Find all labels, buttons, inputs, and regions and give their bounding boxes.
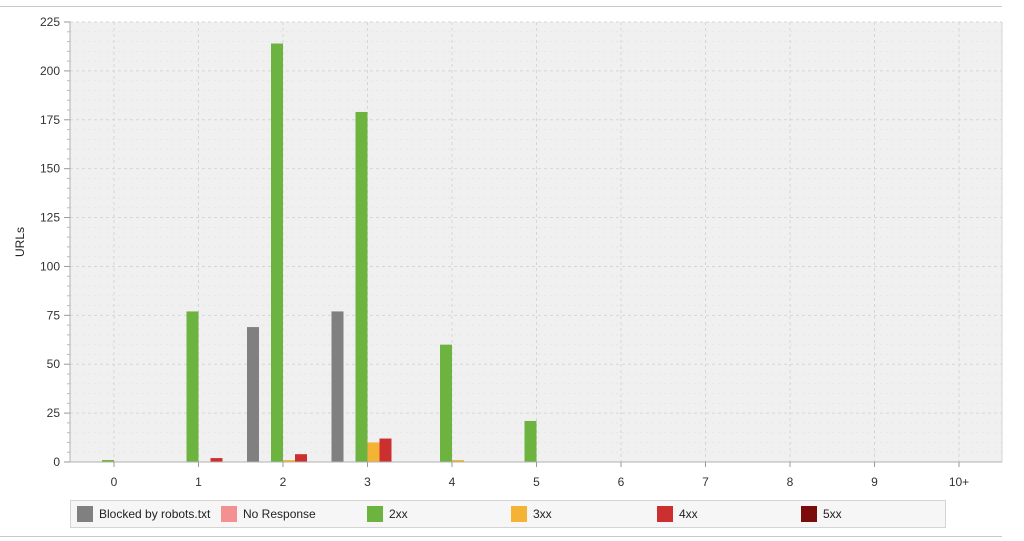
legend-label: No Response [243,507,316,521]
legend-label: 5xx [823,507,842,521]
legend-label: Blocked by robots.txt [99,507,211,521]
y-tick-label: 25 [47,406,61,420]
bar-3xx-2[interactable] [283,460,295,462]
legend-label: 4xx [679,507,698,521]
bar-4xx-3[interactable] [379,438,392,462]
legend-swatch [801,506,817,522]
y-tick-label: 100 [40,259,60,273]
bar-4xx-2[interactable] [295,454,307,462]
bar-blocked-by-robots-txt-2[interactable] [247,327,259,462]
y-tick-label: 0 [53,455,60,469]
bar-2xx-5[interactable] [524,420,537,462]
x-tick-label: 5 [533,475,540,489]
bar-blocked-by-robots-txt-3[interactable] [331,311,344,462]
y-tick-label: 150 [40,162,60,176]
legend-item-4xx[interactable]: 4xx [657,501,698,527]
legend-swatch [511,506,527,522]
legend-item-blocked-by-robots-txt[interactable]: Blocked by robots.txt [77,501,210,527]
bar-4xx-1[interactable] [210,458,223,462]
bottom-divider [0,536,1002,537]
legend-swatch [221,506,237,522]
x-tick-label: 8 [787,475,794,489]
bar-2xx-1[interactable] [186,311,199,462]
x-tick-label: 10+ [949,475,969,489]
legend-item-3xx[interactable]: 3xx [511,501,552,527]
bar-3xx-4[interactable] [452,460,464,462]
legend-item-5xx[interactable]: 5xx [801,501,842,527]
legend-label: 2xx [389,507,408,521]
bar-2xx-0[interactable] [102,460,114,462]
bar-2xx-3[interactable] [355,111,368,462]
x-tick-label: 2 [280,475,287,489]
legend-item-2xx[interactable]: 2xx [367,501,408,527]
y-tick-label: 200 [40,64,60,78]
x-tick-label: 6 [618,475,625,489]
top-divider [0,6,1002,7]
legend-swatch [77,506,93,522]
y-tick-label: 125 [40,211,60,225]
bar-3xx-3[interactable] [367,442,380,462]
y-axis-label: URLs [13,227,27,257]
legend-label: 3xx [533,507,552,521]
y-tick-label: 75 [47,308,61,322]
x-tick-label: 1 [195,475,202,489]
y-tick-label: 50 [47,357,61,371]
legend-item-no-response[interactable]: No Response [221,501,316,527]
x-tick-label: 0 [111,475,118,489]
x-tick-label: 9 [871,475,878,489]
x-tick-label: 7 [702,475,709,489]
x-tick-label: 3 [364,475,371,489]
y-tick-label: 175 [40,113,60,127]
chart-legend: Blocked by robots.txt No Response 2xx 3xx 4x… [70,500,946,528]
bar-2xx-2[interactable] [271,43,283,463]
y-tick-label: 225 [40,15,60,29]
bar-2xx-4[interactable] [440,344,452,462]
x-tick-label: 4 [449,475,456,489]
legend-swatch [657,506,673,522]
legend-swatch [367,506,383,522]
